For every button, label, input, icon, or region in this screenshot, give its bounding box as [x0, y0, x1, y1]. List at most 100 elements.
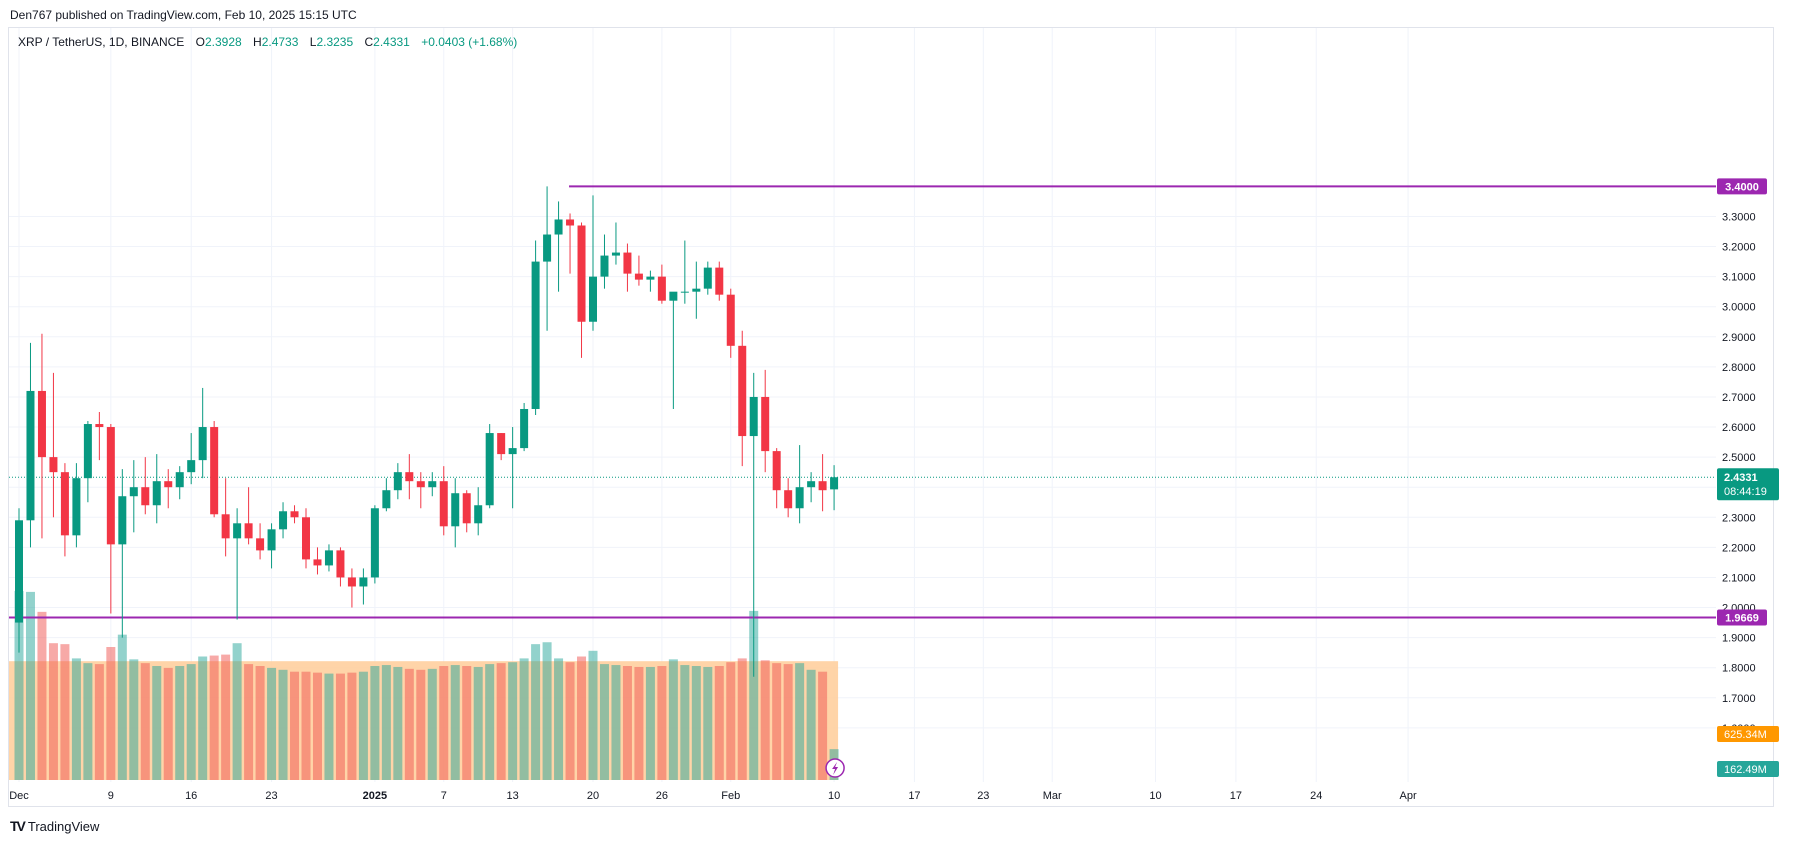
candle [611, 222, 620, 265]
y-tick-label: 3.1000 [1722, 272, 1756, 284]
candle [692, 261, 701, 319]
volume-bar [668, 659, 678, 780]
candle-body [141, 487, 150, 506]
candle [451, 478, 460, 548]
y-tick-label: 2.2000 [1722, 542, 1756, 554]
candle-body [267, 529, 276, 551]
tradingview-logo[interactable]: TV TradingView [10, 818, 99, 834]
candle-body [680, 291, 689, 293]
candle [657, 264, 666, 304]
volume-bar [312, 672, 322, 780]
x-tick-label: Apr [1400, 790, 1417, 802]
volume-bar [48, 643, 58, 780]
published-by-text: Den767 published on TradingView.com, Feb… [10, 8, 357, 22]
candle-body [290, 511, 299, 518]
candle [531, 240, 540, 416]
candle-body [152, 481, 161, 506]
candle-body [60, 472, 69, 536]
candle-body [324, 550, 333, 566]
candle-body [95, 424, 104, 428]
volume-bar [450, 665, 460, 780]
candle [680, 240, 689, 304]
volume-bar [772, 663, 782, 780]
y-tick-label: 3.2000 [1722, 242, 1756, 254]
lightning-icon[interactable] [825, 758, 845, 778]
volume-bar [611, 665, 621, 780]
candle-body [485, 433, 494, 506]
volume-bar [347, 672, 357, 780]
candle [233, 508, 242, 620]
candle [175, 466, 184, 500]
candle [106, 424, 115, 614]
candle [646, 270, 655, 292]
change-value: +0.0403 (+1.68%) [421, 35, 518, 49]
volume-bar [519, 658, 529, 780]
candle-body [72, 478, 81, 536]
volume-bar [427, 668, 437, 780]
candle [749, 372, 758, 677]
volume-bar [358, 671, 368, 780]
candle-body [623, 252, 632, 274]
candle [543, 186, 552, 331]
volume-bar [795, 663, 805, 780]
x-tick-label: 7 [441, 790, 447, 802]
y-tick-label: 2.5000 [1722, 452, 1756, 464]
candle-body [175, 472, 184, 488]
volume-bar [209, 655, 219, 780]
y-tick-label: 2.6000 [1722, 422, 1756, 434]
candle-body [233, 523, 242, 539]
candle [267, 523, 276, 569]
candle [623, 243, 632, 292]
y-tick-label: 2.1000 [1722, 572, 1756, 584]
candle-body [336, 550, 345, 578]
volume-bar [37, 611, 47, 780]
candle-body [393, 472, 402, 491]
candle-body [657, 276, 666, 301]
candle-body [795, 487, 804, 509]
candle-body [761, 396, 770, 452]
candle [279, 502, 288, 539]
volume-bar [221, 654, 231, 780]
candle-body [715, 267, 724, 295]
close-value: 2.4331 [373, 35, 410, 49]
candle [726, 288, 735, 358]
candle-body [818, 481, 827, 491]
candle-body [703, 267, 712, 289]
candle-body [187, 460, 196, 473]
countdown-label: 08:44:19 [1724, 486, 1767, 498]
symbol-name[interactable]: XRP / TetherUS, 1D, BINANCE [18, 35, 185, 49]
volume-bar [577, 656, 587, 780]
candles [15, 186, 839, 677]
volume-ma-label: 625.34M [1724, 729, 1767, 741]
candle [382, 478, 391, 512]
x-tick-label: 10 [828, 790, 840, 802]
x-tick-label: 17 [908, 790, 920, 802]
candle [347, 568, 356, 608]
volume-bar [416, 669, 426, 780]
last-price-badge [1717, 468, 1779, 501]
volume-bar [255, 666, 265, 780]
open-label: O [195, 35, 205, 49]
candle-body [531, 261, 540, 409]
chart-frame[interactable] [8, 27, 1774, 807]
candle-body [15, 520, 23, 623]
candle-body [497, 433, 506, 455]
volume-bar [726, 662, 736, 780]
volume-bar [714, 666, 724, 780]
brand-name: TradingView [27, 818, 100, 834]
volume-bar [278, 669, 288, 780]
candle [416, 472, 425, 509]
horizontal-levels [9, 185, 1716, 619]
volume-bar [83, 663, 93, 780]
candle-body [164, 481, 173, 488]
candle-body [382, 490, 391, 509]
x-tick-label: 10 [1149, 790, 1161, 802]
volume-bar [370, 666, 380, 780]
candle [600, 234, 609, 289]
x-tick-label: 13 [507, 790, 519, 802]
candle [221, 478, 230, 557]
volume-bar [163, 667, 173, 780]
y-tick-label: 2.3000 [1722, 512, 1756, 524]
volume-bar [657, 666, 667, 780]
